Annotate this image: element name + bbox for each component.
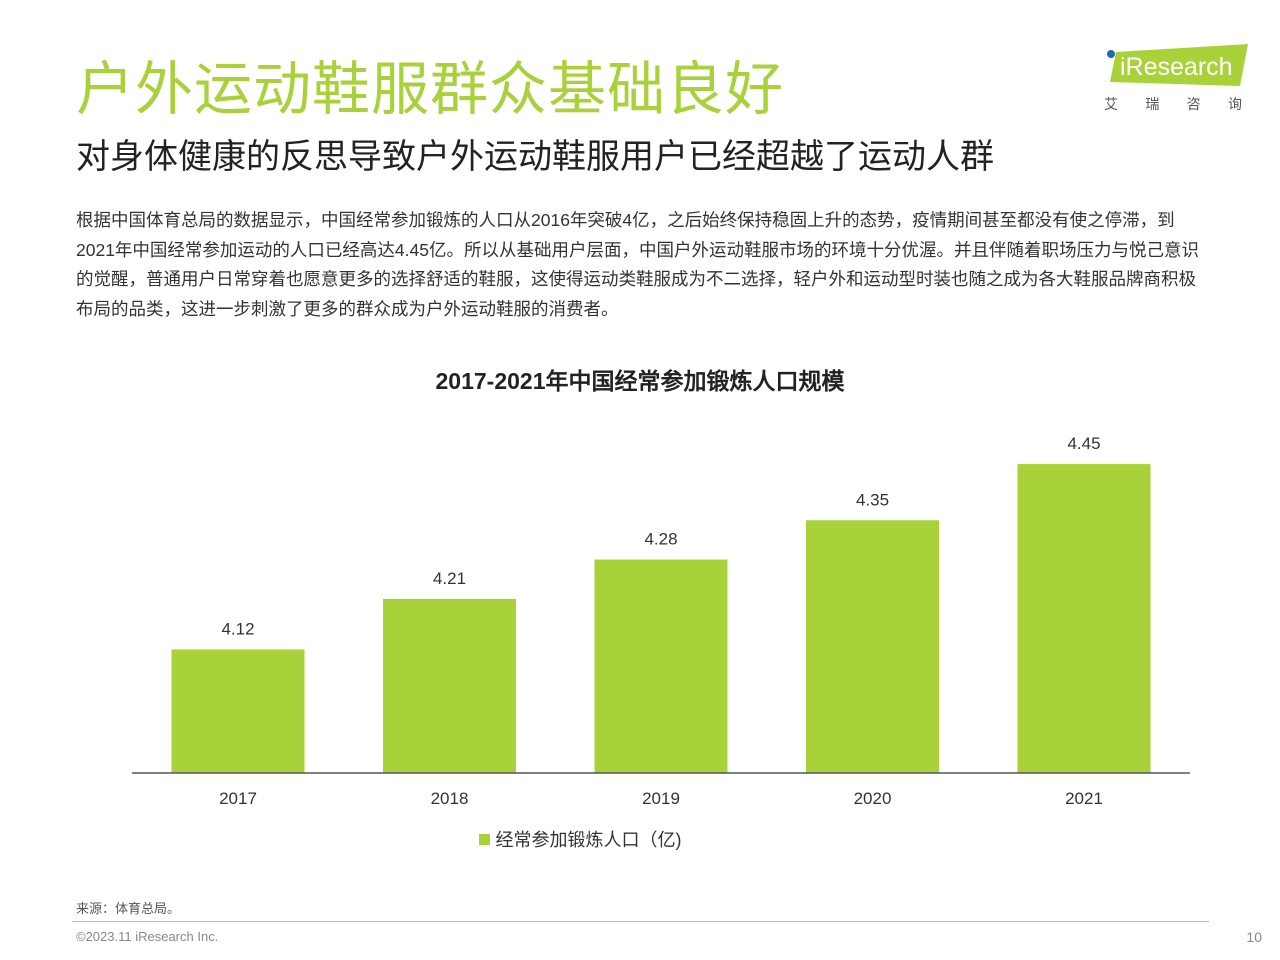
- page-title: 户外运动鞋服群众基础良好: [76, 52, 784, 128]
- data-label-2018: 4.21: [433, 569, 466, 588]
- x-tick-label-2020: 2020: [854, 789, 892, 808]
- bar-2017: [172, 649, 305, 773]
- footer-divider: [72, 921, 1209, 922]
- x-tick-label-2019: 2019: [642, 789, 680, 808]
- bar-2019: [595, 560, 728, 773]
- legend-swatch: [479, 834, 490, 845]
- logo-char: 咨: [1187, 94, 1203, 114]
- logo-char: 艾: [1104, 94, 1120, 114]
- bar-2021: [1018, 464, 1151, 773]
- logo-chinese-name: 艾 瑞 咨 询: [1104, 94, 1244, 114]
- logo-char: 瑞: [1145, 94, 1161, 114]
- x-tick-label-2021: 2021: [1065, 789, 1103, 808]
- x-tick-label-2017: 2017: [219, 789, 257, 808]
- data-label-2020: 4.35: [856, 490, 889, 509]
- bar-chart: 4.12 2017 4.21 2018 4.28 2019 4.35 2020 4.45 2021: [0, 390, 1280, 820]
- page-number: 10: [1246, 929, 1262, 945]
- logo-char: 询: [1228, 94, 1244, 114]
- source-note: 来源：体育总局。: [76, 898, 180, 917]
- data-label-2021: 4.45: [1067, 434, 1100, 453]
- data-label-2019: 4.28: [644, 530, 677, 549]
- bar-2020: [806, 520, 939, 773]
- logo-brand-text: iResearch: [1120, 53, 1233, 81]
- iresearch-logo: iResearch 艾 瑞 咨 询: [1096, 42, 1256, 118]
- body-paragraph: 根据中国体育总局的数据显示，中国经常参加锻炼的人口从2016年突破4亿，之后始终…: [76, 206, 1206, 324]
- data-label-2017: 4.12: [221, 619, 254, 638]
- x-tick-label-2018: 2018: [431, 789, 469, 808]
- bar-2018: [383, 599, 516, 773]
- copyright: ©2023.11 iResearch Inc.: [76, 929, 218, 944]
- legend-label: 经常参加锻炼人口（亿): [496, 826, 682, 852]
- page-subtitle: 对身体健康的反思导致户外运动鞋服用户已经超越了运动人群: [76, 134, 994, 180]
- chart-legend: 经常参加锻炼人口（亿): [0, 826, 1280, 852]
- iresearch-logo-mark: iResearch: [1100, 42, 1252, 90]
